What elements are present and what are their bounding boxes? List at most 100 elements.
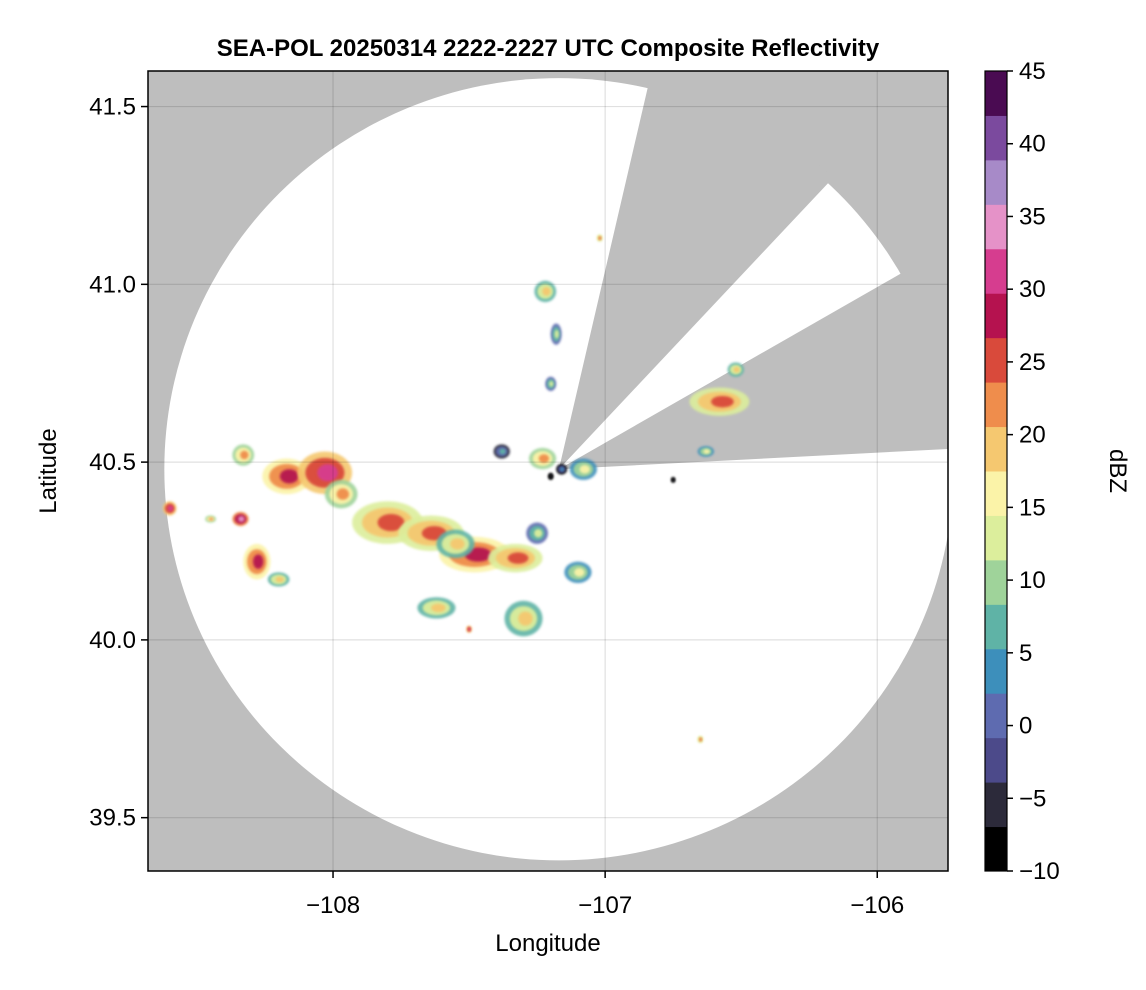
- echo-core: [579, 464, 590, 474]
- echo-core: [468, 627, 471, 631]
- echo-core: [499, 448, 506, 455]
- colorbar-frame: [984, 70, 1008, 872]
- echo-cell: [569, 458, 597, 480]
- y-axis-label: Latitude: [35, 428, 62, 513]
- y-tick-label: 40.0: [89, 627, 136, 654]
- echo-core: [711, 395, 734, 408]
- echo-cell: [689, 387, 750, 416]
- echo-core: [534, 528, 543, 538]
- colorbar-segment: [985, 648, 1007, 694]
- echo-cell: [267, 572, 290, 587]
- echo-cell: [545, 376, 557, 391]
- colorbar-segment: [985, 382, 1007, 428]
- y-tick-label: 41.0: [89, 271, 136, 298]
- echo-core: [253, 554, 264, 569]
- colorbar-tick-label: 15: [1019, 494, 1046, 521]
- chart-title: SEA-POL 20250314 2222-2227 UTC Composite…: [217, 35, 880, 62]
- echo-core: [507, 552, 529, 564]
- colorbar-segment: [985, 515, 1007, 561]
- echo-cell: [548, 472, 554, 480]
- y-tick-label: 41.5: [89, 94, 136, 121]
- echo-cell: [727, 362, 744, 377]
- colorbar-tick-label: 20: [1019, 422, 1046, 449]
- echo-core: [560, 467, 565, 472]
- blocked-sector-1: [558, 269, 948, 470]
- colorbar-segment: [985, 293, 1007, 339]
- colorbar-tick-label: −10: [1019, 858, 1060, 885]
- colorbar-tick-label: 10: [1019, 567, 1046, 594]
- echo-cell: [436, 529, 475, 559]
- echo-cell: [488, 543, 543, 573]
- plot-area: [148, 71, 948, 871]
- colorbar-segment: [985, 782, 1007, 828]
- echo-core: [279, 469, 299, 484]
- echo-cell: [243, 543, 271, 580]
- echo-cell: [504, 600, 543, 637]
- echo-core: [549, 381, 554, 387]
- echo-core: [240, 450, 249, 460]
- blocked-sector-0: [558, 80, 834, 470]
- echo-cell: [550, 323, 562, 345]
- colorbar-tick-label: −5: [1019, 785, 1046, 812]
- echo-layer: [162, 234, 750, 743]
- y-tick-label: 39.5: [89, 805, 136, 832]
- echo-core: [598, 236, 602, 240]
- colorbar-tick-label: 45: [1019, 58, 1046, 85]
- echo-core: [672, 478, 675, 482]
- echo-cell: [466, 625, 472, 633]
- echo-cell: [697, 735, 704, 743]
- echo-core: [554, 329, 559, 339]
- echo-cell: [534, 280, 557, 303]
- echo-core: [574, 568, 585, 577]
- echo-core: [238, 516, 245, 522]
- colorbar-segment: [985, 159, 1007, 205]
- echo-cell: [556, 463, 568, 475]
- colorbar-segment: [985, 426, 1007, 472]
- x-tick-label: −108: [306, 892, 360, 919]
- echo-cell: [596, 234, 603, 242]
- gridlines: [148, 71, 948, 871]
- echo-cell: [564, 561, 592, 583]
- plot-frame: [147, 70, 949, 872]
- colorbar-segment: [985, 337, 1007, 383]
- colorbar-tick-label: 35: [1019, 203, 1046, 230]
- colorbar-tick-label: 5: [1019, 640, 1032, 667]
- colorbar-segment: [985, 737, 1007, 783]
- echo-core: [733, 366, 740, 373]
- x-tick-label: −106: [850, 892, 904, 919]
- colorbar-segment: [985, 115, 1007, 161]
- echo-core: [450, 538, 465, 550]
- echo-cell: [493, 444, 510, 459]
- x-tick-label: −107: [578, 892, 632, 919]
- echo-core: [703, 449, 710, 454]
- echo-core: [167, 505, 174, 512]
- x-axis-label: Longitude: [495, 930, 600, 957]
- colorbar-segment: [985, 559, 1007, 605]
- axes: −108 −107 −106 39.5 40.0 40.5 41.0 41.5: [89, 70, 949, 919]
- y-tick-label: 40.5: [89, 449, 136, 476]
- echo-core: [377, 514, 405, 532]
- echo-core: [542, 287, 551, 296]
- colorbar-tick-label: 40: [1019, 131, 1046, 158]
- echo-cell: [417, 597, 456, 619]
- echo-cell: [324, 479, 358, 509]
- colorbar-segment: [985, 204, 1007, 250]
- echo-core: [538, 454, 550, 463]
- echo-cell: [205, 515, 217, 523]
- echo-core: [699, 738, 702, 741]
- colorbar-segment: [985, 826, 1007, 872]
- colorbar-label: dBZ: [1104, 449, 1131, 493]
- echo-cell: [697, 446, 714, 457]
- colorbar-segment: [985, 604, 1007, 650]
- echo-core: [518, 611, 533, 626]
- colorbar-segment: [985, 71, 1007, 116]
- echo-cell: [232, 511, 249, 527]
- colorbar: −10 −5 0 5 10 15 20 25 30 35 40 45: [984, 58, 1060, 885]
- echo-cell: [526, 522, 548, 544]
- echo-core: [275, 576, 284, 583]
- echo-core: [431, 603, 446, 613]
- colorbar-tick-label: 25: [1019, 349, 1046, 376]
- echo-cell: [528, 447, 557, 470]
- colorbar-tick-label: 30: [1019, 276, 1046, 303]
